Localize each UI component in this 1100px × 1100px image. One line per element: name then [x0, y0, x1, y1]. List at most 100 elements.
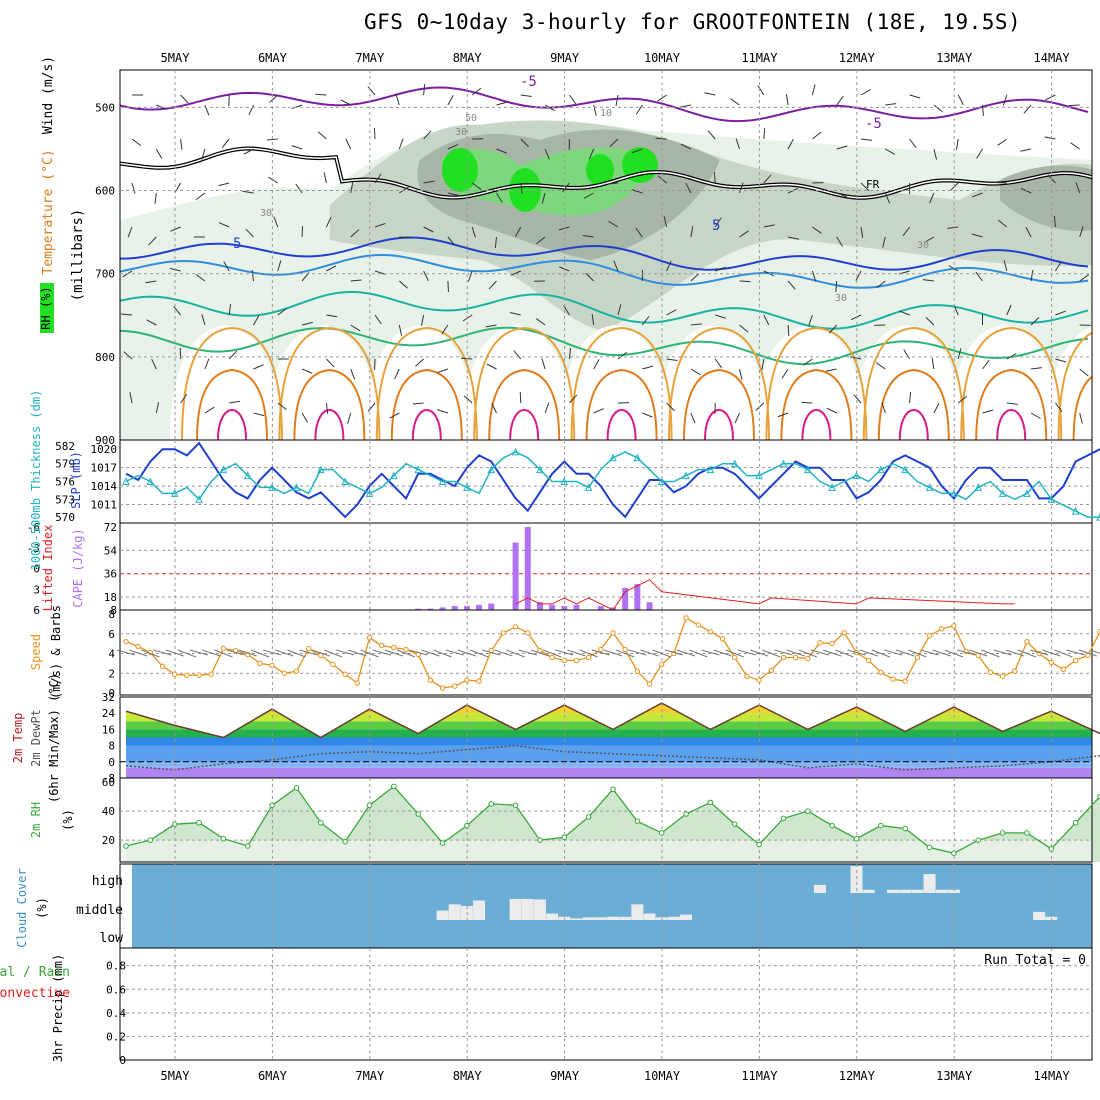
wind-speed-marker	[196, 672, 202, 678]
wind-barb	[1006, 304, 1012, 316]
wind-barb	[972, 192, 983, 198]
wind-barb	[447, 280, 449, 293]
wind-barb	[933, 148, 938, 160]
thickness-marker	[414, 465, 423, 474]
wind-speed-marker	[805, 655, 811, 662]
thickness-tick-label: 582	[55, 440, 75, 453]
wind-barb	[471, 182, 482, 190]
rh2m-marker	[123, 843, 129, 849]
rh2m-marker	[756, 841, 762, 848]
wind-barb	[1003, 260, 1008, 272]
precip-tick-label: 0.4	[106, 1007, 126, 1020]
wind-barb	[204, 406, 215, 414]
wind-speed-marker	[792, 654, 799, 661]
wind-barb	[903, 349, 911, 360]
wind-speed-marker	[512, 624, 519, 630]
wind-barb	[250, 649, 270, 658]
wind-barb	[145, 280, 157, 284]
wind-barb	[704, 92, 716, 96]
dry-region	[364, 325, 475, 440]
wind-barb	[287, 649, 306, 658]
rh2m-marker	[853, 835, 860, 842]
li-tick-label: 0	[33, 563, 40, 576]
cloud-level-label: low	[100, 931, 124, 946]
day-label-bottom: 6MAY	[258, 1069, 288, 1083]
wind-barb	[277, 307, 287, 316]
wind-barb	[947, 226, 959, 229]
cloud-bar-high	[947, 889, 960, 893]
thickness-marker	[268, 483, 276, 491]
li-tick-label: 3	[33, 583, 40, 596]
wind-barb	[997, 219, 1008, 228]
wind-speed-marker	[427, 677, 434, 683]
wind-barb	[469, 649, 489, 658]
wind-barb	[542, 649, 562, 658]
isotherm-warm	[570, 326, 673, 440]
temp-band	[126, 703, 1092, 706]
lifted-index-label: Lifted Index	[41, 525, 55, 612]
wind-barb	[395, 94, 400, 106]
slp-label: SLP (mb)	[69, 451, 83, 509]
precip-panel: 0 0.2 0.4 0.6 0.8 Run Total = 0	[106, 947, 1093, 1067]
wind-speed-marker	[1097, 629, 1100, 635]
temp-band	[126, 737, 1092, 746]
wind-barb	[885, 103, 897, 106]
cape-tick-label: 18	[104, 591, 117, 604]
wind-barb	[1044, 136, 1056, 140]
wind-barb	[739, 368, 743, 380]
wind-barb	[944, 649, 964, 658]
wind-barb	[129, 392, 133, 404]
wind-barb	[1029, 649, 1049, 656]
cape-bar	[622, 587, 629, 610]
wind-speed-marker	[951, 623, 957, 629]
wind-barb	[520, 182, 523, 194]
wind-barb	[562, 182, 570, 192]
wind-barb	[269, 94, 279, 103]
rh2m-unit-label: (%)	[61, 809, 75, 831]
wind-barb	[997, 138, 1008, 146]
thickness-tick-label: 570	[55, 511, 75, 524]
thickness-marker	[365, 489, 374, 497]
thickness-marker	[438, 477, 447, 485]
wind-barb	[690, 368, 701, 376]
thickness-marker	[341, 477, 349, 485]
thickness-marker	[1071, 507, 1080, 515]
cloud-bar-middle	[631, 904, 644, 920]
wind-speed-marker	[610, 630, 616, 636]
wind-barb	[510, 270, 522, 276]
wind-barb	[326, 265, 337, 272]
wind-speed-marker	[634, 668, 641, 674]
wind-barb	[141, 649, 160, 658]
cape-tick-label: 54	[104, 544, 118, 557]
wind-barb	[582, 234, 594, 238]
wind-barb	[323, 172, 327, 184]
wind-barb	[902, 226, 910, 237]
thickness-marker	[779, 459, 788, 468]
wind-barb	[350, 324, 361, 332]
day-label-bottom: 10MAY	[644, 1069, 681, 1083]
slp-tick-label: 1017	[91, 462, 118, 475]
wind-speed-marker	[902, 678, 908, 684]
rh2m-marker	[902, 825, 909, 832]
dry-region	[754, 325, 865, 440]
wind-barb	[933, 403, 940, 414]
wind-barb	[345, 138, 352, 150]
cloud-bar-middle	[594, 917, 607, 920]
rh2m-marker	[244, 843, 251, 849]
wind-barb	[299, 649, 318, 656]
rh2m-marker	[780, 815, 787, 822]
cloud-bar-middle	[607, 916, 619, 920]
wind-barb	[957, 94, 964, 105]
wind-barb	[494, 649, 513, 657]
wind-speed-marker	[269, 662, 275, 669]
cloud-bar-high	[923, 874, 936, 893]
wind-barb	[123, 351, 133, 360]
rh2m-marker	[293, 785, 300, 791]
upper-temp-label: Temperature (°C)	[41, 149, 56, 274]
wind-barb	[1030, 412, 1041, 419]
wind-barb	[541, 192, 546, 204]
dewpt-label: 2m DewPt	[29, 709, 43, 767]
wind-barb	[787, 280, 796, 290]
wind-barb	[223, 261, 230, 272]
temp-tick-label: 8	[108, 740, 115, 753]
